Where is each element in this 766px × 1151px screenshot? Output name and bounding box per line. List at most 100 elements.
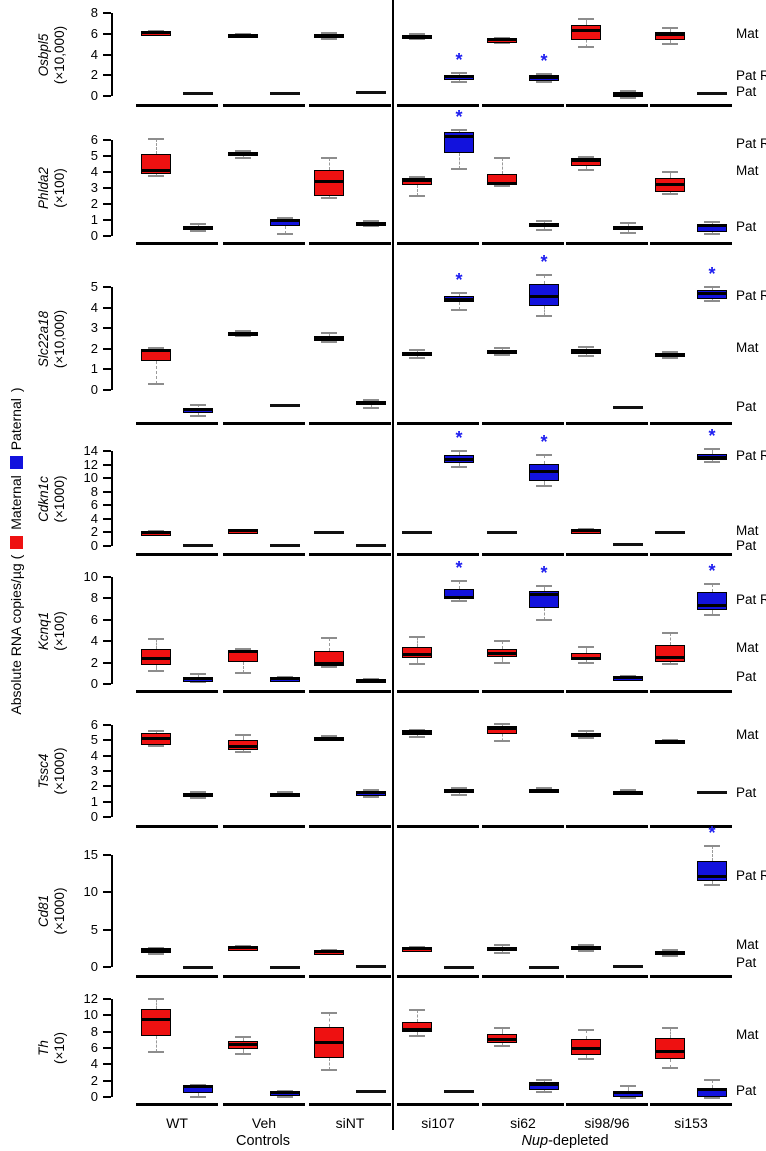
boxplot-median-Cd81-maternal-2 [314, 950, 344, 954]
group-baseline-Slc22a18-5 [566, 422, 648, 425]
gene-axis-label-Kcnq1: Kcnq1 (×100) [36, 571, 68, 691]
y-tick-label-Cdkn1c-2: 2 [90, 524, 98, 540]
paternal-color-swatch [9, 456, 23, 470]
y-tick-Kcnq1-6 [103, 618, 111, 621]
y-tick-Phlda2-5 [103, 155, 111, 157]
y-tick-label-Osbpl5-6: 6 [90, 25, 98, 41]
boxplot-median-Slc22a18-maternal-0 [141, 349, 171, 353]
whisker-cap-upper-Tssc4-maternal-1 [235, 733, 251, 736]
whisker-cap-lower-Osbpl5-maternal-2 [321, 37, 337, 40]
whisker-upper-Phlda2-maternal-6 [670, 172, 671, 179]
boxplot-box-Osbpl5-maternal-5 [571, 25, 601, 40]
group-baseline-Tssc4-6 [650, 825, 732, 828]
boxplot-median-Phlda2-maternal-0 [141, 168, 171, 172]
y-tick-Phlda2-6 [103, 139, 111, 141]
whisker-cap-upper-Slc22a18-maternal-5 [578, 345, 594, 348]
gene-scale-Th: (×10) [52, 1032, 67, 1064]
y-tick-Th-10 [103, 1014, 111, 1017]
whisker-cap-lower-Kcnq1-paternal-4 [536, 618, 552, 621]
whisker-lower-Osbpl5-maternal-6 [670, 39, 671, 45]
allele-right-label-Tssc4-Pat: Pat [736, 784, 757, 800]
whisker-cap-upper-Tssc4-maternal-5 [578, 730, 594, 733]
whisker-cap-lower-Osbpl5-paternal-3 [451, 80, 467, 83]
whisker-upper-Th-maternal-3 [417, 1009, 418, 1022]
whisker-upper-Cdkn1c-paternal-4 [544, 455, 545, 464]
whisker-cap-upper-Kcnq1-maternal-4 [494, 639, 510, 642]
whisker-lower-Tssc4-maternal-3 [417, 734, 418, 738]
group-baseline-Cdkn1c-1 [223, 553, 305, 556]
y-tick-label-Osbpl5-2: 2 [90, 67, 98, 83]
significance-asterisk-Kcnq1-paternal-4: * [540, 563, 548, 584]
boxplot-median-Cd81-maternal-5 [571, 946, 601, 950]
whisker-upper-Kcnq1-maternal-5 [586, 646, 587, 653]
boxplot-median-Slc22a18-maternal-4 [487, 350, 517, 354]
whisker-lower-Kcnq1-maternal-6 [670, 661, 671, 664]
whisker-cap-lower-Phlda2-maternal-4 [494, 185, 510, 188]
boxplot-median-Th-maternal-2 [314, 1040, 344, 1044]
whisker-cap-upper-Cdkn1c-paternal-6 [704, 447, 720, 450]
gene-name-Cd81: Cd81 [36, 894, 51, 928]
whisker-upper-Cdkn1c-paternal-3 [459, 451, 460, 456]
boxplot-median-Cdkn1c-maternal-5 [571, 529, 601, 533]
allele-right-label-Cd81-Pat: Pat [736, 955, 757, 971]
gene-scale-Tssc4: (×1000) [52, 747, 67, 795]
whisker-upper-Kcnq1-maternal-2 [329, 637, 330, 651]
whisker-cap-upper-Kcnq1-paternal-4 [536, 585, 552, 588]
significance-asterisk-Cdkn1c-paternal-4: * [540, 432, 548, 453]
boxplot-median-Phlda2-paternal-0 [183, 225, 213, 229]
whisker-cap-lower-Kcnq1-paternal-0 [190, 681, 206, 684]
allele-median-line-Cdkn1c-paternal-1 [270, 543, 300, 547]
group-baseline-Slc22a18-6 [650, 422, 732, 425]
whisker-cap-lower-Tssc4-maternal-0 [148, 745, 164, 748]
y-tick-Tssc4-0 [103, 816, 111, 818]
boxplot-median-Osbpl5-maternal-3 [402, 35, 432, 39]
whisker-cap-lower-Tssc4-maternal-1 [235, 750, 251, 753]
whisker-upper-Kcnq1-paternal-3 [459, 581, 460, 589]
y-tick-label-Kcnq1-8: 8 [90, 590, 98, 606]
whisker-cap-lower-Cd81-maternal-5 [578, 950, 594, 953]
whisker-cap-lower-Phlda2-paternal-4 [536, 228, 552, 231]
y-tick-Th-2 [103, 1079, 111, 1082]
group-label-depleted-text: -depleted [548, 1133, 609, 1149]
whisker-cap-upper-Th-maternal-3 [409, 1008, 425, 1011]
whisker-cap-lower-Tssc4-maternal-4 [494, 740, 510, 743]
y-tick-label-Cd81-0: 0 [90, 959, 98, 974]
y-tick-label-Cdkn1c-12: 12 [83, 456, 98, 472]
whisker-cap-lower-Phlda2-maternal-2 [321, 196, 337, 199]
whisker-upper-Slc22a18-maternal-4 [502, 347, 503, 350]
allele-median-line-Osbpl5-paternal-1 [270, 92, 300, 96]
whisker-cap-upper-Tssc4-paternal-3 [451, 786, 467, 789]
gene-scale-Cdkn1c: (×1000) [52, 475, 67, 522]
boxplot-median-Phlda2-paternal-2 [356, 221, 386, 225]
whisker-cap-lower-Phlda2-paternal-6 [704, 233, 720, 236]
boxplot-median-Phlda2-maternal-3 [402, 178, 432, 182]
y-tick-label-Phlda2-1: 1 [90, 212, 98, 227]
group-label-controls: Controls [183, 1133, 343, 1149]
whisker-upper-Kcnq1-maternal-6 [670, 632, 671, 646]
whisker-cap-upper-Cd81-paternal-6 [704, 845, 720, 848]
whisker-lower-Tssc4-maternal-1 [243, 749, 244, 752]
boxplot-median-Kcnq1-maternal-0 [141, 657, 171, 661]
y-axis-line-Th [111, 999, 113, 1097]
whisker-cap-lower-Cdkn1c-paternal-4 [536, 484, 552, 487]
gene-axis-label-Slc22a18: Slc22a18 (×10,000) [36, 279, 68, 399]
boxplot-median-Tssc4-paternal-2 [356, 790, 386, 794]
whisker-upper-Slc22a18-maternal-2 [329, 333, 330, 337]
whisker-cap-upper-Kcnq1-paternal-3 [451, 580, 467, 583]
whisker-cap-lower-Th-maternal-0 [148, 1051, 164, 1054]
allele-median-line-Th-paternal-3 [444, 1089, 474, 1093]
group-baseline-Tssc4-4 [482, 825, 564, 828]
y-tick-label-Kcnq1-4: 4 [90, 633, 98, 649]
boxplot-median-Slc22a18-maternal-1 [228, 331, 258, 335]
boxplot-median-Kcnq1-paternal-3 [444, 596, 474, 600]
boxplot-median-Tssc4-paternal-4 [529, 788, 559, 792]
whisker-cap-upper-Th-maternal-1 [235, 1036, 251, 1039]
allele-right-label-Cdkn1c-Mat: Mat [736, 522, 759, 538]
group-baseline-Phlda2-3 [397, 242, 479, 245]
boxplot-median-Kcnq1-paternal-5 [613, 676, 643, 680]
boxplot-median-Tssc4-paternal-3 [444, 790, 474, 794]
boxplot-box-Kcnq1-maternal-2 [314, 650, 344, 666]
whisker-upper-Phlda2-maternal-0 [156, 139, 157, 155]
y-tick-Osbpl5-0 [103, 95, 111, 97]
group-baseline-Kcnq1-5 [566, 690, 648, 693]
